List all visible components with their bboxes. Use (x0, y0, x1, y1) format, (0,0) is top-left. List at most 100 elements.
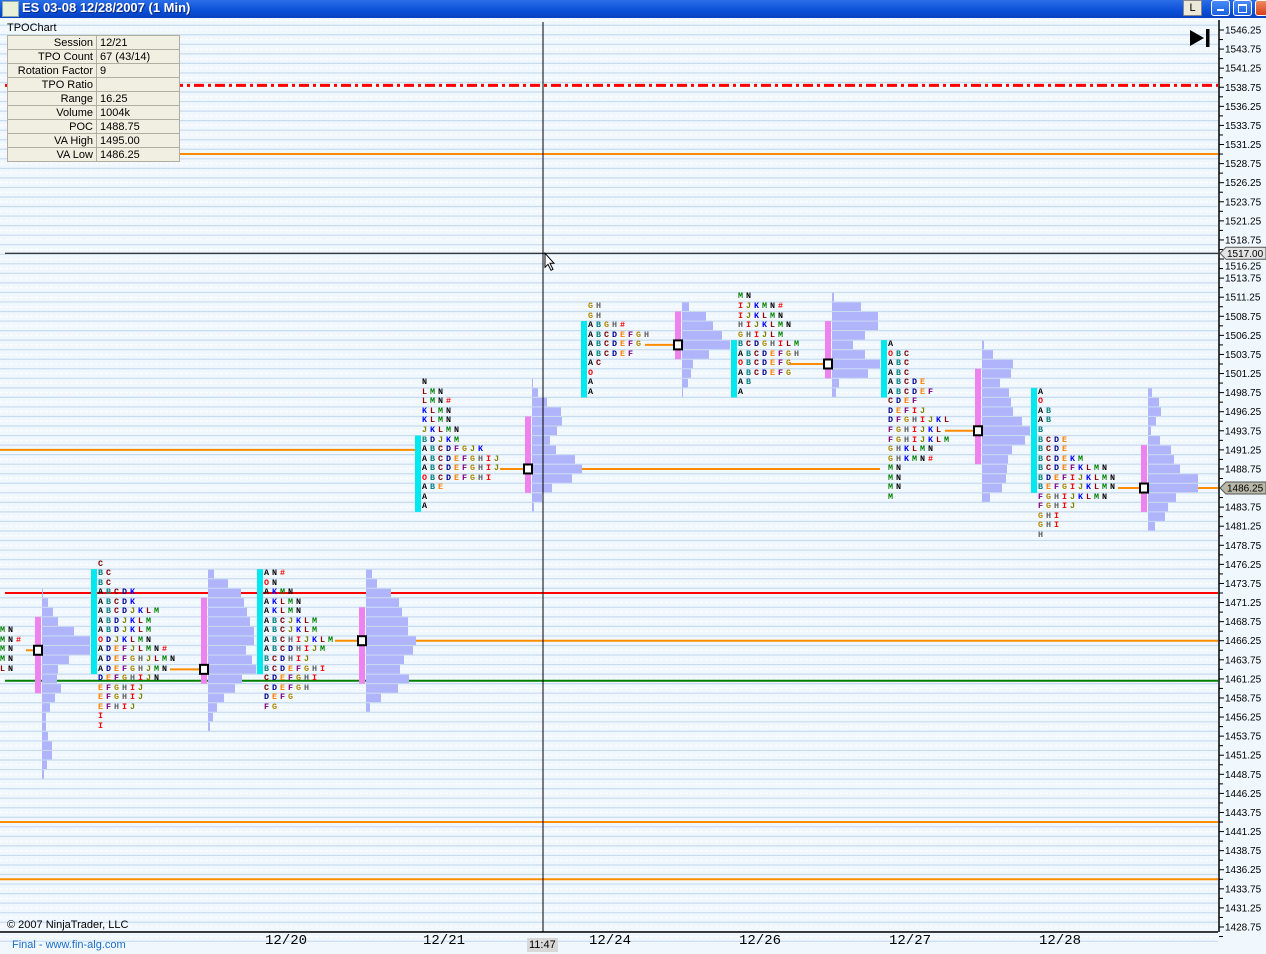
tpo-row: MN# (0, 635, 24, 646)
tpo-letter: K (130, 625, 138, 636)
tpo-letter: K (272, 596, 280, 607)
tpo-letter: N (896, 463, 904, 474)
initial-balance-bar (91, 569, 97, 675)
tpo-row: BCDEFGHI (264, 663, 328, 675)
tpo-letter: B (746, 367, 754, 378)
tpo-letter: M (154, 606, 162, 617)
tpo-letter: I (738, 310, 746, 321)
tpo-letter: B (1038, 482, 1046, 493)
tpo-letter: I (122, 701, 130, 712)
tpo-letter: K (1070, 453, 1078, 464)
price-tick-label: 1506.25 (1225, 331, 1262, 342)
tpo-letter: G (636, 339, 644, 350)
volume-bar (832, 388, 836, 397)
tpo-letter: G (272, 701, 280, 712)
brand-link[interactable]: Final - www.fin-alg.com (12, 939, 126, 951)
volume-bar (832, 378, 839, 388)
close-icon[interactable] (1255, 0, 1266, 16)
volume-bar (832, 292, 834, 302)
tpo-letter: D (1054, 444, 1062, 455)
tpo-letter: C (114, 596, 122, 607)
info-row: Range 16.25 (7, 91, 180, 106)
tpo-letter: C (280, 615, 288, 626)
tpo-row: A (738, 387, 746, 398)
tpo-letter: M (162, 654, 170, 665)
tpo-row: ABCDK (98, 596, 138, 608)
skip-to-end-icon[interactable] (1188, 28, 1212, 48)
tpo-row: ABCJKLM (264, 626, 320, 636)
tpo-letter: K (130, 596, 138, 607)
tpo-letter: K (296, 625, 304, 636)
tpo-row: BCDEKM (1038, 453, 1086, 465)
tpo-letter: J (130, 606, 138, 617)
tpo-row: LMN (422, 386, 446, 398)
tpo-letter: C (438, 444, 446, 455)
tpo-row: O (1038, 397, 1046, 407)
volume-bar (42, 750, 52, 760)
l-button[interactable]: L (1183, 0, 1202, 16)
tpo-row: I (98, 712, 106, 722)
volume-bar (832, 350, 865, 359)
date-label: 12/28 (1039, 933, 1082, 949)
tpo-row: BDJKM (422, 435, 462, 446)
tpo-letter: L (770, 329, 778, 340)
restore-icon[interactable] (1233, 0, 1252, 16)
tpo-letter: F (1038, 491, 1046, 502)
tpo-letter: B (430, 463, 438, 474)
tpo-letter: A (264, 634, 272, 645)
volume-bar (42, 665, 58, 674)
info-label: TPO Ratio (7, 77, 97, 92)
tpo-letter: B (264, 663, 272, 674)
volume-bar (366, 626, 408, 636)
tpo-letter: I (486, 463, 494, 474)
tpo-letter: O (98, 634, 106, 645)
tpo-letter: F (1054, 482, 1062, 493)
volume-bar (532, 474, 572, 483)
info-row: VA High 1495.00 (7, 133, 180, 148)
tpo-letter: D (762, 367, 770, 378)
tpo-letter: B (896, 348, 904, 359)
tpo-letter: K (272, 587, 280, 598)
tpo-letter: I (486, 472, 494, 483)
tpo-letter: C (280, 644, 288, 655)
tpo-letter: N (438, 386, 446, 397)
tpo-row: MN (738, 292, 754, 302)
tpo-letter: I (486, 453, 494, 464)
tpo-letter: H (478, 463, 486, 474)
tpo-letter: J (304, 654, 312, 665)
volume-profile (973, 340, 1030, 502)
tpo-letter: N (1110, 482, 1118, 493)
value-area-bar (975, 368, 981, 465)
tpo-letter: H (1046, 510, 1054, 521)
volume-bar (42, 684, 61, 693)
tpo-letter: I (1062, 501, 1070, 512)
tpo-letter: M (328, 634, 336, 645)
volume-bar (208, 645, 246, 655)
tpo-letter: J (762, 329, 770, 340)
tpo-letter: N (786, 320, 794, 331)
tpo-letter: M (888, 463, 896, 474)
tpo-row: ODJKLMN (98, 634, 154, 646)
tpo-row: A (588, 378, 596, 388)
poc-marker (673, 339, 683, 351)
tpo-letter: C (280, 634, 288, 645)
tpo-letter: J (1078, 472, 1086, 483)
tpo-letter: D (288, 644, 296, 655)
volume-bar (42, 712, 46, 722)
initial-balance-bar (881, 340, 887, 398)
price-tick-label: 1533.75 (1225, 121, 1262, 132)
tpo-letter: N (1102, 491, 1110, 502)
volume-bar (532, 455, 575, 464)
tpo-letter: M (1094, 463, 1102, 474)
volume-bar (982, 340, 984, 350)
volume-bar (1148, 483, 1198, 493)
volume-bar (42, 770, 44, 779)
last-price-label-box (1219, 481, 1266, 495)
minimize-icon[interactable] (1211, 0, 1230, 16)
tpo-letter: K (904, 453, 912, 464)
tpo-letter: B (896, 358, 904, 369)
tpo-row: ABE (422, 482, 446, 493)
tpo-letter: I (296, 654, 304, 665)
info-value: 1486.25 (96, 147, 180, 162)
